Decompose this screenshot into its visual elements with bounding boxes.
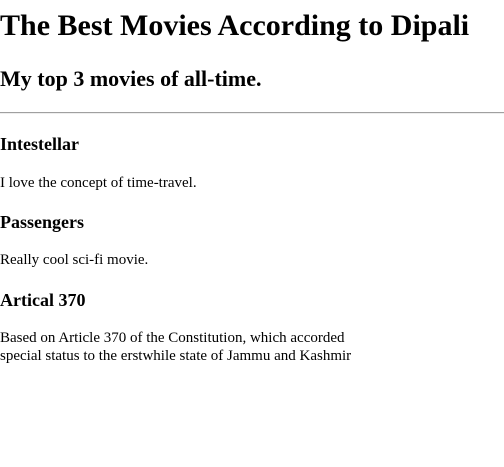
movie-description-artical-370: Based on Article 370 of the Constitution… [0,330,352,364]
movie-title-interstellar: Intestellar [0,134,79,154]
movie-title-artical-370: Artical 370 [0,290,86,310]
page-subtitle: My top 3 movies of all-time. [0,66,262,91]
divider [0,112,504,114]
movie-description-passengers: Really cool sci-fi movie. [0,252,149,268]
page-title: The Best Movies According to Dipali [0,9,470,42]
movie-title-passengers: Passengers [0,212,84,232]
movie-description-interstellar: I love the concept of time-travel. [0,175,197,191]
